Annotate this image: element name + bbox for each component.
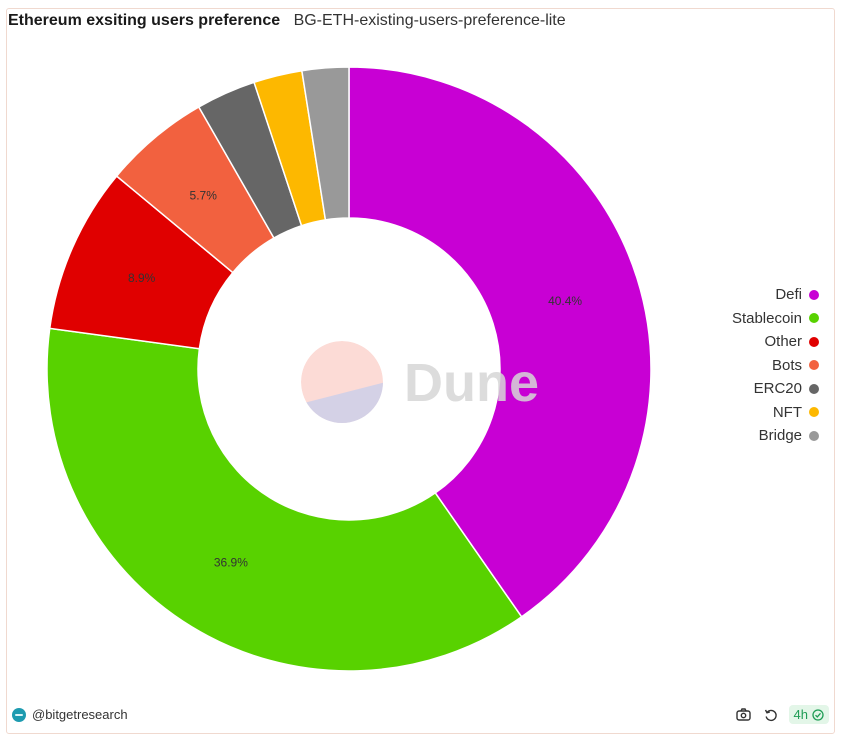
slice-stablecoin[interactable] <box>46 327 523 672</box>
legend-swatch <box>809 383 819 394</box>
slice-labels-group: 40.4% 36.9% 8.9% 5.7% <box>128 189 583 570</box>
watermark-text: Dune <box>404 353 539 413</box>
footer-actions: 4h <box>726 705 829 724</box>
legend-label: Defi <box>775 286 802 304</box>
legend-label: Stablecoin <box>731 309 802 327</box>
camera-icon[interactable] <box>735 706 753 724</box>
slice-label-stablecoin: 36.9% <box>214 555 248 569</box>
legend-label: Bridge <box>758 427 802 445</box>
legend-swatch <box>809 430 819 441</box>
last-run-age: 4h <box>793 707 808 722</box>
legend-item-stablecoin[interactable]: Stablecoin <box>732 307 819 331</box>
slice-label-bots: 5.7% <box>190 189 218 203</box>
legend-item-defi[interactable]: Defi <box>732 283 819 307</box>
legend-item-bridge[interactable]: Bridge <box>732 424 819 448</box>
legend-swatch <box>809 407 819 418</box>
author-avatar <box>12 707 26 722</box>
legend-label: NFT <box>772 403 802 421</box>
legend-label: ERC20 <box>753 380 802 398</box>
slice-label-defi: 40.4% <box>548 294 582 308</box>
chart-title: Ethereum exsiting users preference <box>8 12 281 29</box>
author-link[interactable]: @bitgetresearch <box>12 707 128 722</box>
chart-header: Ethereum exsiting users preference BG-ET… <box>8 12 566 30</box>
slice-bridge[interactable] <box>300 66 350 221</box>
legend-swatch <box>809 313 819 324</box>
chart-legend: Defi Stablecoin Other Bots ERC20 NFT Bridge <box>732 283 819 448</box>
author-name[interactable]: @bitgetresearch <box>32 707 128 722</box>
legend-swatch <box>809 360 819 371</box>
dune-watermark: Dune <box>301 341 539 423</box>
legend-item-other[interactable]: Other <box>732 330 819 354</box>
legend-item-nft[interactable]: NFT <box>732 401 819 425</box>
legend-item-bots[interactable]: Bots <box>732 354 819 378</box>
last-run-badge[interactable]: 4h <box>788 705 829 724</box>
legend-swatch <box>809 336 819 347</box>
query-name[interactable]: BG-ETH-existing-users-preference-lite <box>293 12 566 29</box>
legend-swatch <box>809 289 819 300</box>
legend-label: Other <box>764 333 802 351</box>
legend-item-erc20[interactable]: ERC20 <box>732 377 819 401</box>
slices-group <box>46 66 652 672</box>
legend-label: Bots <box>771 356 802 374</box>
slice-label-other: 8.9% <box>128 271 156 285</box>
refresh-icon[interactable] <box>762 706 780 724</box>
slice-defi[interactable] <box>348 66 652 618</box>
check-circle-icon <box>812 708 824 721</box>
